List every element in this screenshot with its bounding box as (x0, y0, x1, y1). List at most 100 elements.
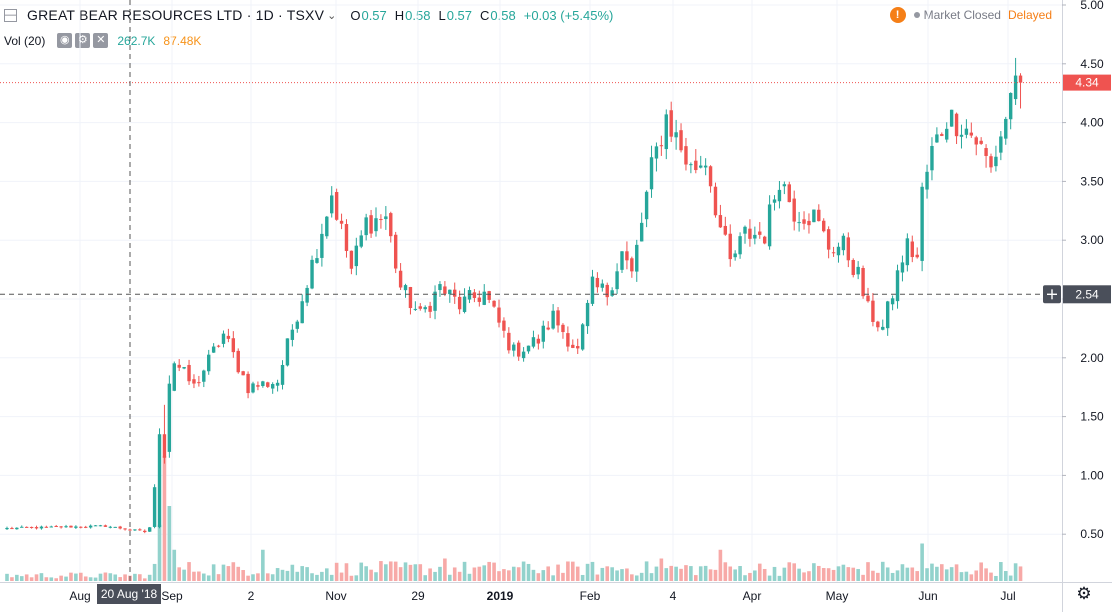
chevron-down-icon[interactable]: ⌄ (327, 9, 337, 22)
volume-bar (644, 561, 649, 581)
volume-bar (457, 571, 462, 581)
volume-bar (753, 570, 757, 581)
volume-bar (393, 561, 398, 581)
candle-body (497, 307, 501, 323)
symbol-title[interactable]: GREAT BEAR RESOURCES LTD · 1D · TSXV (27, 7, 325, 23)
eye-icon[interactable]: ◉ (57, 33, 73, 48)
volume-bar (728, 566, 733, 581)
volume-bar (39, 573, 44, 581)
candle-body (664, 114, 668, 150)
volume-bar (871, 570, 875, 581)
volume-bar (851, 567, 856, 581)
menu-square-icon[interactable]: — (4, 8, 17, 22)
candle-body (723, 225, 728, 235)
volume-bar (669, 565, 673, 581)
volume-bar (270, 574, 275, 581)
volume-bar (698, 566, 703, 581)
volume-bar (448, 574, 452, 581)
volume-bar (571, 561, 575, 581)
volume-bar (674, 566, 678, 581)
candle-body (876, 321, 880, 328)
candle-body (940, 134, 944, 136)
volume-bar (615, 570, 619, 581)
crosshair-date-label: 20 Aug '18 (101, 587, 158, 601)
candle-body (359, 235, 363, 247)
volume-bar (797, 568, 801, 581)
candle-body (384, 216, 388, 220)
candle-body (300, 301, 304, 324)
candle-body (512, 344, 516, 351)
candle-body (108, 526, 113, 528)
volume-bar (994, 575, 998, 581)
volume-bar (836, 566, 841, 581)
volume-bar (29, 577, 34, 581)
candle-body (182, 367, 186, 369)
candle-body (211, 346, 216, 353)
volume-bar (162, 456, 167, 581)
candle-body (147, 527, 152, 532)
volume-bar (984, 568, 988, 581)
y-tick-label: 3.00 (1080, 233, 1104, 247)
volume-bar (443, 558, 447, 581)
candle-body (974, 137, 978, 145)
candle-body (231, 338, 236, 353)
volume-bar (192, 571, 196, 581)
candle-body (866, 295, 870, 302)
candle-body (566, 333, 570, 347)
volume-bar (639, 572, 644, 581)
volume-bar (900, 564, 905, 581)
volume-bar (246, 575, 250, 581)
market-status: ! Market Closed Delayed (889, 7, 1052, 23)
volume-bar (866, 562, 870, 581)
x-tick-label: May (826, 589, 849, 603)
candle-body (374, 218, 378, 232)
volume-bar (920, 543, 924, 581)
volume-bar (369, 569, 373, 581)
candle-body (1013, 75, 1018, 100)
gear-icon[interactable]: ⚙ (75, 33, 91, 48)
volume-bar (1008, 575, 1013, 581)
volume-bar (777, 575, 782, 581)
y-tick-label: 4.00 (1080, 116, 1104, 130)
volume-bar (236, 566, 241, 581)
volume-bar (438, 566, 442, 581)
volume-bar (492, 562, 496, 581)
candle-body (103, 525, 108, 527)
volume-bar (748, 572, 752, 581)
volume-bar (428, 568, 432, 581)
volume-bar (561, 572, 565, 581)
volume-bar (152, 563, 157, 581)
close-icon[interactable]: ✕ (93, 33, 109, 48)
volume-label[interactable]: Vol (20) (4, 33, 46, 48)
candle-body (959, 134, 964, 137)
candle-body (871, 300, 875, 322)
volume-bar (138, 574, 142, 581)
candle-body (290, 329, 295, 340)
volume-bar (305, 567, 309, 581)
candle-body (925, 171, 929, 190)
volume-bar (841, 564, 846, 581)
candle-body (79, 526, 83, 528)
warning-icon[interactable]: ! (889, 7, 906, 23)
volume-bar (625, 568, 629, 581)
volume-bar (256, 573, 260, 581)
candle-body (15, 527, 19, 530)
volume-bar (79, 572, 83, 581)
volume-bar (536, 573, 541, 581)
volume-bar (226, 566, 231, 581)
delayed-badge: Delayed (1007, 8, 1052, 22)
change-value: +0.03 (+5.45%) (523, 7, 614, 23)
y-tick-label: 1.00 (1080, 468, 1104, 482)
candle-body (580, 324, 585, 350)
candle-body (487, 291, 491, 300)
settings-gear-icon[interactable]: ⚙ (1076, 584, 1092, 603)
volume-bar (634, 575, 639, 581)
candle-body (349, 250, 354, 269)
volume-bar (103, 572, 108, 581)
candle-body (389, 213, 393, 237)
candle-body (649, 157, 654, 190)
volume-bar (423, 575, 427, 581)
x-tick-label: Jul (1000, 589, 1015, 603)
volume-bar (15, 574, 19, 581)
